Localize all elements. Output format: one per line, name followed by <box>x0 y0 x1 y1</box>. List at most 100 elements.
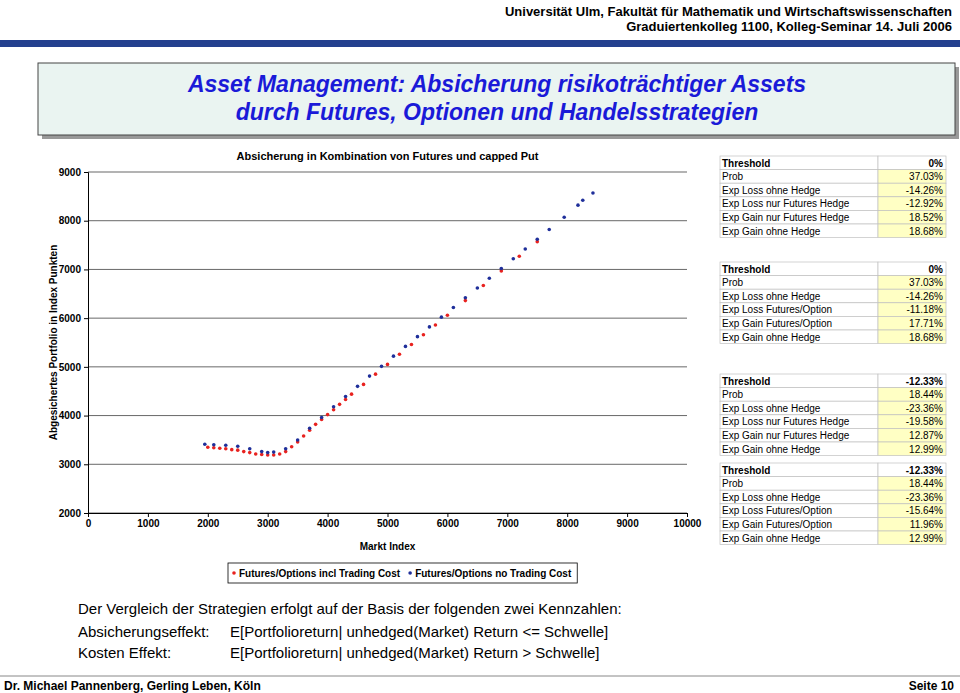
tick-label: 2000 <box>197 518 220 529</box>
label-cell <box>720 210 878 224</box>
label-cell <box>720 442 878 456</box>
cell-label: Threshold <box>722 376 770 387</box>
title-box <box>38 63 955 135</box>
point <box>290 445 294 449</box>
tick: 9000 <box>616 513 639 529</box>
point <box>203 443 207 447</box>
point <box>350 392 354 396</box>
footer-author: Dr. Michael Pannenberg, Gerling Leben, K… <box>4 679 261 693</box>
tick: 2000 <box>197 513 220 529</box>
point <box>362 383 366 387</box>
cell-label: Exp Gain Futures/Option <box>722 519 832 530</box>
point <box>248 451 252 455</box>
point <box>374 372 378 376</box>
tick: 8000 <box>557 513 580 529</box>
cell-value: 0% <box>929 158 944 169</box>
value-cell <box>878 504 946 518</box>
tick-mark <box>84 513 88 514</box>
value-cell <box>878 224 946 238</box>
value-cell <box>878 170 946 184</box>
label-cell <box>720 303 878 317</box>
value-cell <box>878 262 946 276</box>
tick: 4000 <box>317 513 340 529</box>
tick-mark <box>507 513 508 517</box>
cell-label: Exp Loss ohne Hedge <box>722 492 821 503</box>
cell-label: Exp Gain ohne Hedge <box>722 444 821 455</box>
value-cell <box>878 289 946 303</box>
value-cell <box>878 463 946 477</box>
footer-rule <box>0 676 960 677</box>
point <box>278 452 282 456</box>
point <box>344 395 348 399</box>
cell-value: -12.33% <box>906 465 943 476</box>
grid-line <box>88 366 687 367</box>
legend-box <box>228 563 577 583</box>
value-cell <box>878 197 946 211</box>
value-cell <box>878 276 946 290</box>
point <box>535 237 539 241</box>
cell-label: Exp Loss Futures/Option <box>722 304 832 315</box>
cell-value: 0% <box>929 264 944 275</box>
point <box>581 198 585 202</box>
tick-label: 3000 <box>257 518 280 529</box>
tick-mark <box>328 513 329 517</box>
value-cell <box>878 490 946 504</box>
value-cell <box>878 303 946 317</box>
legend-label: Futures/Options incl Trading Cost <box>239 568 401 579</box>
grid-line <box>88 172 687 173</box>
tick: 5000 <box>59 362 88 373</box>
point <box>338 403 342 407</box>
label-cell <box>720 401 878 415</box>
label-cell <box>720 415 878 429</box>
point <box>547 228 551 232</box>
cell-value: 18.44% <box>909 389 943 400</box>
point <box>428 325 432 329</box>
legend: Futures/Options incl Trading Cost Futures… <box>228 563 577 583</box>
tick-mark <box>447 513 448 517</box>
cell-label: Exp Gain nur Futures Hedge <box>722 430 850 441</box>
definition-formula: E[Portfolioreturn| unhedged(Market) Retu… <box>230 644 600 661</box>
tick: 3000 <box>257 513 280 529</box>
point <box>380 365 384 369</box>
cell-value: 18.68% <box>909 226 943 237</box>
point <box>272 450 276 454</box>
tick-label: 5000 <box>59 362 82 373</box>
point <box>326 413 330 417</box>
tick-label: 9000 <box>59 167 82 178</box>
cell-value: 37.03% <box>909 277 943 288</box>
legend-label: Futures/Options no Trading Cost <box>415 568 572 579</box>
cell-label: Exp Gain ohne Hedge <box>722 226 821 237</box>
point <box>576 203 580 207</box>
tick-mark <box>388 513 389 517</box>
cell-label: Exp Loss ohne Hedge <box>722 291 821 302</box>
point <box>242 450 246 454</box>
definition-term: Absicherungseffekt: <box>78 623 209 640</box>
tick-label: 10000 <box>674 518 702 529</box>
label-cell <box>720 276 878 290</box>
cell-value: 12.87% <box>909 430 943 441</box>
tick-mark <box>687 513 688 517</box>
tick: 8000 <box>59 215 88 226</box>
value-cell <box>878 531 946 545</box>
tick: 7000 <box>59 264 88 275</box>
tick-label: 9000 <box>616 518 639 529</box>
point <box>410 343 414 347</box>
point <box>218 446 222 450</box>
tick-mark <box>84 367 88 368</box>
cell-value: 11.96% <box>910 519 943 530</box>
label-cell <box>720 316 878 330</box>
tick-mark <box>84 221 88 222</box>
point <box>308 426 312 430</box>
point <box>523 247 527 251</box>
value-cell <box>878 388 946 402</box>
stats-table: Threshold0%Prob37.03%Exp Loss ohne Hedge… <box>720 156 946 238</box>
point <box>398 352 402 356</box>
label-cell <box>720 183 878 197</box>
label-cell <box>720 428 878 442</box>
tick-label: 4000 <box>59 410 82 421</box>
label-cell <box>720 531 878 545</box>
cell-label: Threshold <box>722 158 770 169</box>
tick-label: 8000 <box>557 518 580 529</box>
cell-value: -19.58% <box>906 416 943 427</box>
tick: 9000 <box>59 167 88 178</box>
